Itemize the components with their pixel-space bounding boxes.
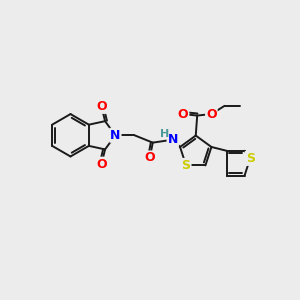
Text: H: H xyxy=(160,129,169,139)
Text: N: N xyxy=(168,133,178,146)
Text: O: O xyxy=(96,158,107,171)
Text: N: N xyxy=(110,129,121,142)
Text: O: O xyxy=(96,100,107,113)
Text: O: O xyxy=(145,152,155,164)
Text: S: S xyxy=(182,159,190,172)
Text: O: O xyxy=(206,108,217,121)
Text: S: S xyxy=(246,152,255,165)
Text: O: O xyxy=(178,108,188,121)
